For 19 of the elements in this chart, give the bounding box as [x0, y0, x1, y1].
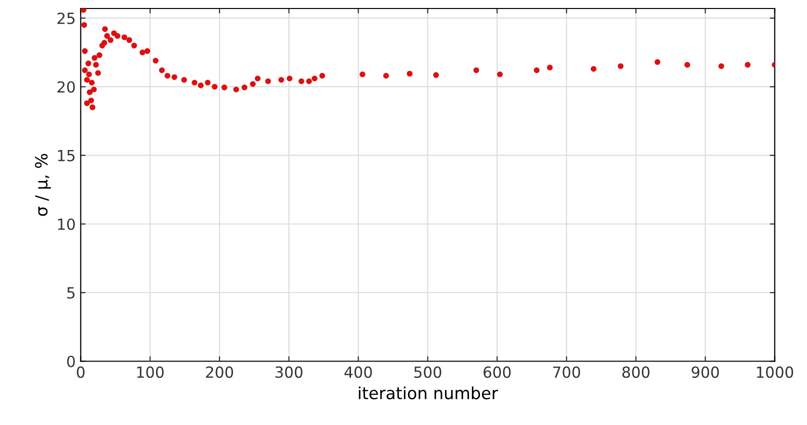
x-tick-label: 900 [692, 366, 719, 378]
x-tick-label: 100 [137, 366, 164, 378]
x-axis-title: iteration number [358, 386, 498, 400]
x-tick-label: 800 [622, 366, 650, 378]
x-tick-label: 400 [344, 366, 372, 378]
x-tick-label: 200 [206, 366, 234, 378]
y-tick-label: 5 [67, 287, 75, 299]
y-tick-label: 25 [58, 12, 75, 24]
y-tick-label: 15 [58, 150, 75, 162]
y-axis-title: σ / μ, % [35, 154, 51, 216]
y-tick-label: 0 [67, 356, 75, 368]
y-tick-label: 20 [58, 81, 75, 93]
x-tick-label: 700 [553, 366, 580, 378]
x-tick-label: 1000 [756, 366, 794, 378]
x-tick-label: 300 [275, 366, 302, 378]
y-tick-label: 10 [58, 218, 75, 230]
x-tick-label: 0 [76, 366, 85, 378]
x-tick-label: 500 [414, 366, 442, 378]
x-tick-label: 600 [484, 366, 511, 378]
